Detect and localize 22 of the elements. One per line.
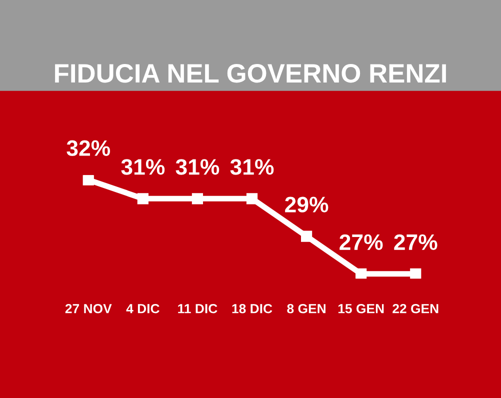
point: [82, 175, 94, 186]
data-label: 27%: [340, 234, 383, 250]
point: [410, 268, 422, 279]
data-label: 31%: [121, 159, 165, 175]
x-tick-label: 27 NOV: [65, 304, 112, 314]
data-label: 31%: [230, 159, 274, 175]
data-label: 31%: [176, 159, 220, 175]
chart-title: FIDUCIA NEL GOVERNO RENZI: [55, 64, 446, 83]
point: [246, 193, 258, 204]
data-label: 32%: [66, 140, 110, 156]
x-tick-label: 8 GEN: [287, 304, 326, 314]
point: [192, 193, 204, 204]
x-tick-label: 15 GEN: [338, 304, 384, 314]
x-tick-label: 22 GEN: [392, 304, 438, 314]
data-label: 27%: [394, 234, 438, 250]
x-tick-label: 4 DIC: [126, 304, 160, 314]
point: [300, 230, 312, 242]
data-label: 29%: [285, 196, 328, 212]
point: [137, 193, 148, 204]
point: [356, 268, 367, 279]
x-tick-label: 11 DIC: [178, 304, 218, 314]
x-tick-label: 18 DIC: [232, 304, 272, 314]
